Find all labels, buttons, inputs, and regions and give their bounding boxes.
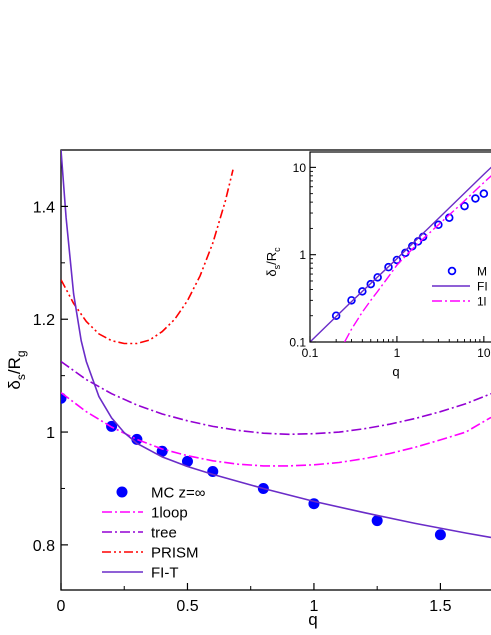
inset-x-tick-label: 0.1 — [302, 346, 319, 360]
inset-series-1-line — [310, 166, 491, 342]
inset-series-group — [310, 166, 491, 342]
main-series-mc-z-point — [181, 455, 193, 467]
legend-label: MC z=∞ — [151, 485, 206, 502]
inset-mc-point — [331, 311, 341, 320]
main-x-tick-label: 1 — [309, 598, 318, 615]
main-y-tick-label: 0.8 — [33, 538, 55, 555]
svg-text:δs/Rc: δs/Rc — [264, 247, 282, 277]
legend-item-0: MC z=∞ — [116, 485, 206, 502]
svg-text:δs/Rg: δs/Rg — [5, 350, 28, 389]
inset-legend-item-0: M — [447, 265, 487, 279]
inset-legend-label: M — [477, 265, 487, 279]
inset-mc-point — [471, 194, 480, 203]
main-y-axis-label: δs/Rg — [5, 350, 28, 389]
inset-x-ticks: 0.1 1 10 — [302, 336, 491, 360]
inset-x-axis-label: q — [392, 364, 399, 379]
legend-marker — [116, 486, 128, 498]
inset-mc-point — [373, 273, 382, 282]
inset-y-ticks: 0.1 1 10 — [289, 161, 316, 350]
inset-legend-item-1: FI — [432, 280, 488, 294]
legend-label: FI-T — [151, 565, 179, 582]
inset-legend-marker — [447, 266, 457, 276]
inset-y-tick-label: 10 — [293, 161, 307, 175]
inset-mc-point — [384, 262, 393, 272]
main-legend: MC z=∞ 1loop tree PRISM FI-T — [102, 485, 206, 582]
inset-y-tick-label: 0.1 — [289, 336, 306, 350]
legend-item-2: tree — [102, 525, 177, 542]
inset-mc-point — [479, 189, 489, 198]
inset-mc-point — [434, 220, 443, 230]
main-x-tick-label: 0.5 — [176, 598, 198, 615]
main-x-axis-label: q — [308, 610, 317, 629]
main-series-mc-z-point — [61, 392, 67, 404]
main-series-fi-t-line — [61, 150, 491, 539]
main-y-tick-label: 1.2 — [33, 312, 55, 329]
legend-label: 1loop — [151, 505, 188, 522]
inset-mc-point — [392, 255, 402, 265]
inset-y-tick-label: 1 — [299, 248, 306, 262]
inset-series-2-line — [343, 175, 491, 342]
inset-y-axis-label: δs/Rc — [264, 247, 282, 277]
legend-label: tree — [151, 525, 177, 542]
main-series-prism-line — [61, 169, 234, 345]
inset-mc-point — [460, 201, 469, 211]
main-y-tick-label: 1 — [46, 425, 55, 442]
main-series-mc-z-point — [131, 433, 143, 445]
inset-legend-item-2: 1l — [432, 295, 486, 309]
main-series-mc-z-point — [371, 515, 383, 527]
main-plot-frame — [60, 149, 491, 591]
inset-mc-point — [358, 287, 367, 296]
inset-plot-frame — [309, 151, 491, 343]
inset-x-tick-label: 1 — [394, 346, 401, 360]
inset-x-tick-label: 10 — [477, 346, 491, 360]
main-series-1loop-line — [61, 391, 491, 467]
main-y-ticks: 0.8 1 1.2 1.4 — [33, 199, 68, 555]
inset-mc-point — [366, 279, 376, 289]
legend-item-3: PRISM — [102, 545, 199, 562]
main-series-mc-z-point — [434, 529, 446, 541]
main-series-group — [61, 150, 491, 541]
main-series-tree-line — [61, 360, 491, 436]
main-plot: 0 0.5 1 1.5 0.8 1 1.2 1.4 q δs/Rg MC z=∞ 1loop t… — [5, 149, 491, 629]
legend-label: PRISM — [151, 545, 199, 562]
inset-legend-label: FI — [477, 280, 488, 294]
inset-legend-label: 1l — [477, 295, 486, 309]
main-y-tick-label: 1.4 — [33, 199, 55, 216]
inset-mc-point — [347, 296, 356, 305]
main-x-ticks: 0 0.5 1 1.5 — [57, 583, 452, 615]
legend-item-4: FI-T — [102, 565, 179, 582]
main-x-tick-label: 0 — [57, 598, 66, 615]
legend-item-1: 1loop — [102, 505, 188, 522]
main-x-tick-label: 1.5 — [429, 598, 451, 615]
